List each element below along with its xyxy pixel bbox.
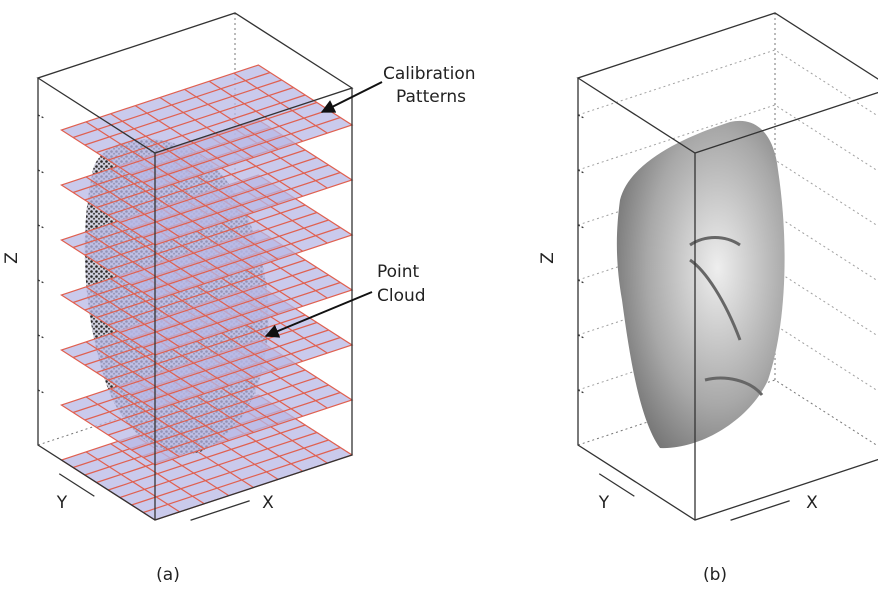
axis-label: Y	[56, 493, 68, 513]
axis-label: Y	[598, 493, 610, 513]
axis-marker	[731, 501, 790, 521]
axis-label: X	[262, 493, 274, 513]
tick	[578, 170, 584, 173]
tick	[578, 335, 584, 338]
tick	[578, 115, 584, 118]
tick	[578, 280, 584, 283]
guide	[578, 50, 878, 125]
tick	[38, 225, 44, 228]
panel-b	[578, 13, 878, 520]
annotation: Calibration	[383, 64, 476, 84]
caption: (b)	[703, 565, 727, 585]
tick	[38, 170, 44, 173]
annotation: Patterns	[396, 87, 466, 107]
tick	[38, 335, 44, 338]
caption: (a)	[156, 565, 180, 585]
annotation: Cloud	[377, 286, 426, 306]
tick	[38, 390, 44, 393]
tick	[38, 280, 44, 283]
axis-label: X	[806, 493, 818, 513]
figure: Calibration Patterns Point Cloud Z Y X (…	[0, 0, 878, 591]
face-surface	[617, 121, 785, 448]
axis-label: Z	[2, 252, 22, 264]
axis-label: Z	[538, 252, 558, 264]
tick	[578, 225, 584, 228]
tick	[38, 115, 44, 118]
tick	[578, 390, 584, 393]
panel-a	[38, 13, 352, 520]
annotation: Point	[377, 262, 420, 282]
